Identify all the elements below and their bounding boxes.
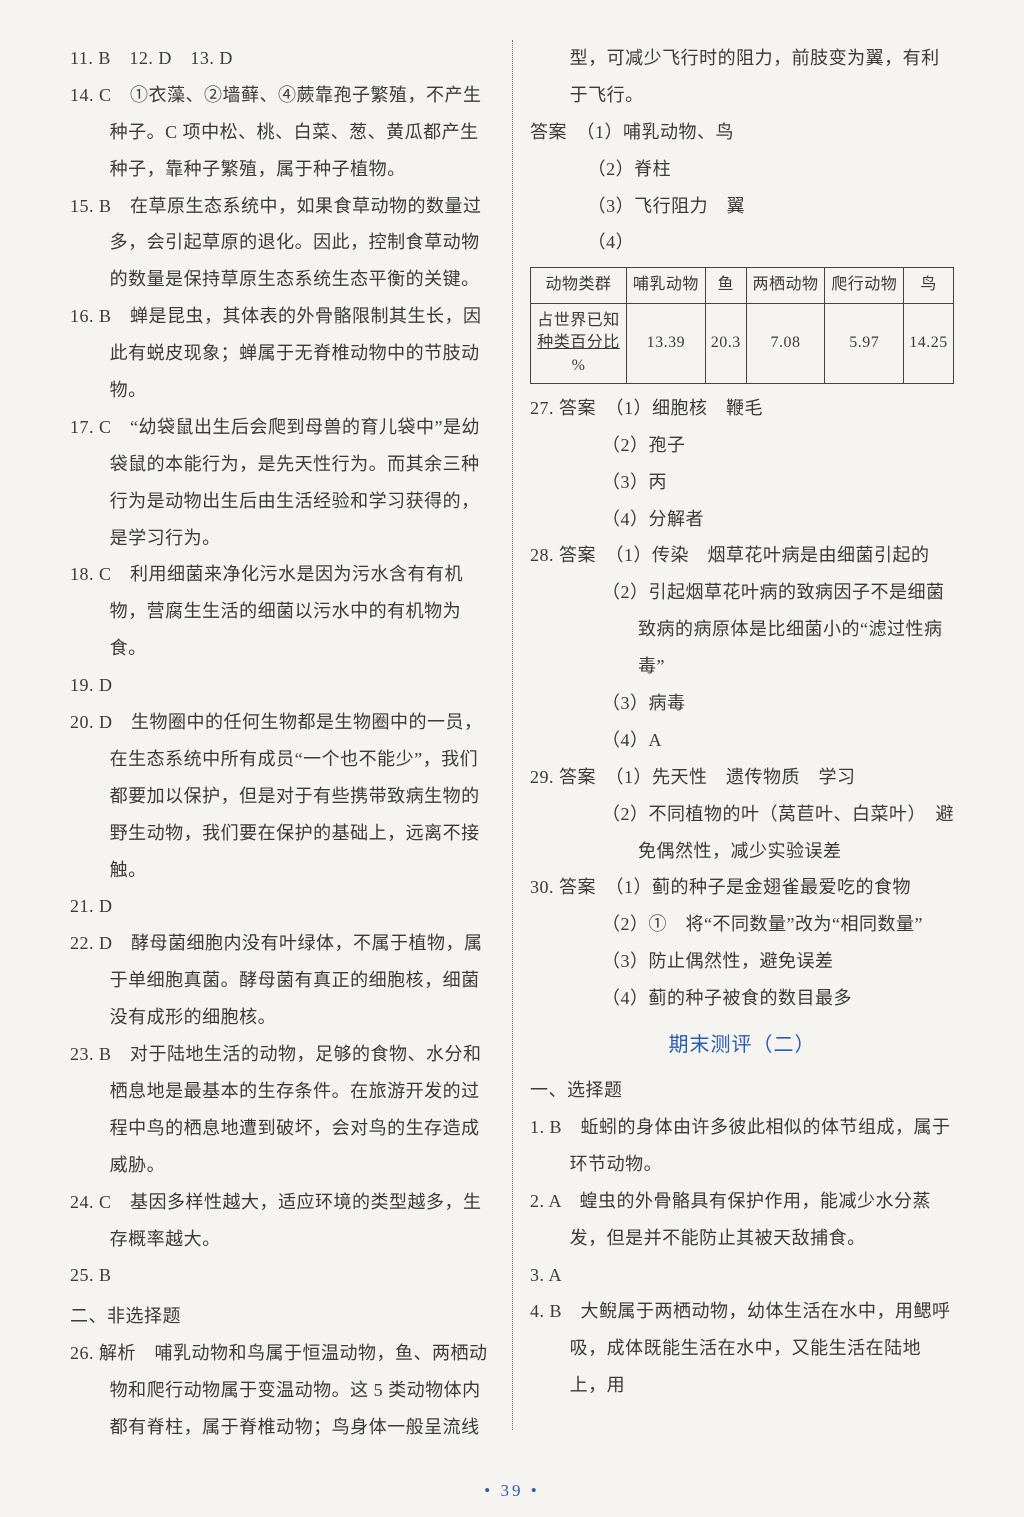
exam2-answer-3: 3. A bbox=[530, 1257, 954, 1294]
row-label-line1: 占世界已知 bbox=[535, 310, 622, 332]
column-divider bbox=[512, 40, 513, 1430]
table-header: 两栖动物 bbox=[746, 268, 825, 303]
answer-26-2: （2）脊柱 bbox=[530, 151, 954, 188]
answer-27: 27. 答案 （1）细胞核 鞭毛 bbox=[530, 390, 954, 427]
answer-29: 29. 答案 （1）先天性 遗传物质 学习 bbox=[530, 759, 954, 796]
table-cell: 14.25 bbox=[904, 303, 954, 383]
answer-21: 21. D bbox=[70, 888, 494, 925]
answer-28-4: （4）A bbox=[530, 722, 954, 759]
answer-22: 22. D 酵母菌细胞内没有叶绿体，不属于植物，属于单细胞真菌。酵母菌有真正的细… bbox=[70, 925, 494, 1036]
section-2-heading: 二、非选择题 bbox=[70, 1298, 494, 1335]
footer-dot-icon: • bbox=[531, 1481, 540, 1500]
table-row: 占世界已知 种类百分比 % 13.39 20.3 7.08 5.97 14.25 bbox=[531, 303, 954, 383]
answer-24: 24. C 基因多样性越大，适应环境的类型越多，生存概率越大。 bbox=[70, 1184, 494, 1258]
page-number: 39 bbox=[501, 1481, 524, 1500]
answer-23: 23. B 对于陆地生活的动物，足够的食物、水分和栖息地是最基本的生存条件。在旅… bbox=[70, 1036, 494, 1184]
exam2-answer-2: 2. A 蝗虫的外骨骼具有保护作用，能减少水分蒸发，但是并不能防止其被天敌捕食。 bbox=[530, 1183, 954, 1257]
answer-30-1: （1）蓟的种子是金翅雀最爱吃的食物 bbox=[615, 877, 912, 897]
answer-14: 14. C ①衣藻、②墙藓、④蕨靠孢子繁殖，不产生种子。C 项中松、桃、白菜、葱… bbox=[70, 77, 494, 188]
answer-27-1: （1）细胞核 鞭毛 bbox=[615, 398, 764, 418]
answer-11-13: 11. B 12. D 13. D bbox=[70, 40, 494, 77]
answer-29-1: （1）先天性 遗传物质 学习 bbox=[615, 767, 856, 787]
answer-26-3: （3）飞行阻力 翼 bbox=[530, 188, 954, 225]
answer-26: 26. 解析 哺乳动物和鸟属于恒温动物，鱼、两栖动物和爬行动物属于变温动物。这 … bbox=[70, 1335, 494, 1446]
answer-15: 15. B 在草原生态系统中，如果食草动物的数量过多，会引起草原的退化。因此，控… bbox=[70, 188, 494, 299]
answer-27-2: （2）孢子 bbox=[530, 427, 954, 464]
answer-26-answers: 答案 （1）哺乳动物、鸟 bbox=[530, 114, 954, 151]
answer-30-2: （2）① 将“不同数量”改为“相同数量” bbox=[530, 906, 954, 943]
table-cell: 20.3 bbox=[705, 303, 746, 383]
answer-25: 25. B bbox=[70, 1257, 494, 1294]
answer-29-head: 29. 答案 bbox=[530, 767, 596, 787]
table-header: 鸟 bbox=[904, 268, 954, 303]
answer-30: 30. 答案 （1）蓟的种子是金翅雀最爱吃的食物 bbox=[530, 869, 954, 906]
row-label-line3: % bbox=[535, 355, 622, 377]
answer-27-head: 27. 答案 bbox=[530, 398, 596, 418]
answer-17: 17. C “幼袋鼠出生后会爬到母兽的育儿袋中”是幼袋鼠的本能行为，是先天性行为… bbox=[70, 409, 494, 557]
answer-18: 18. C 利用细菌来净化污水是因为污水含有有机物，营腐生生活的细菌以污水中的有… bbox=[70, 556, 494, 667]
answer-27-3: （3）丙 bbox=[530, 464, 954, 501]
answer-27-4: （4）分解者 bbox=[530, 501, 954, 538]
page: 11. B 12. D 13. D 14. C ①衣藻、②墙藓、④蕨靠孢子繁殖，… bbox=[0, 0, 1024, 1517]
exam2-answer-1: 1. B 蚯蚓的身体由许多彼此相似的体节组成，属于环节动物。 bbox=[530, 1109, 954, 1183]
exam-2-title: 期末测评（二） bbox=[530, 1025, 954, 1066]
answer-30-4: （4）蓟的种子被食的数目最多 bbox=[530, 980, 954, 1017]
answer-29-2: （2）不同植物的叶（莴苣叶、白菜叶） 避免偶然性，减少实验误差 bbox=[530, 796, 954, 870]
row-label-line2: 种类百分比 bbox=[535, 332, 622, 354]
table-header: 鱼 bbox=[705, 268, 746, 303]
answer-26-1: （1）哺乳动物、鸟 bbox=[586, 122, 735, 142]
table-row-label: 占世界已知 种类百分比 % bbox=[531, 303, 627, 383]
answer-30-head: 30. 答案 bbox=[530, 877, 596, 897]
table-header: 哺乳动物 bbox=[627, 268, 706, 303]
answer-20: 20. D 生物圈中的任何生物都是生物圈中的一员，在生态系统中所有成员“一个也不… bbox=[70, 704, 494, 888]
answer-19: 19. D bbox=[70, 667, 494, 704]
answer-28-head: 28. 答案 bbox=[530, 545, 596, 565]
answer-28-2: （2）引起烟草花叶病的致病因子不是细菌 致病的病原体是比细菌小的“滤过性病毒” bbox=[530, 574, 954, 685]
table-cell: 13.39 bbox=[627, 303, 706, 383]
answer-28-1: （1）传染 烟草花叶病是由细菌引起的 bbox=[615, 545, 930, 565]
answer-label: 答案 bbox=[530, 122, 567, 142]
footer-dot-icon: • bbox=[484, 1481, 493, 1500]
answer-26-continued: 型，可减少飞行时的阻力，前肢变为翼，有利于飞行。 bbox=[530, 40, 954, 114]
table-cell: 5.97 bbox=[825, 303, 904, 383]
table-cell: 7.08 bbox=[746, 303, 825, 383]
answer-26-4: （4） bbox=[530, 224, 954, 261]
table-header: 爬行动物 bbox=[825, 268, 904, 303]
right-column: 型，可减少飞行时的阻力，前肢变为翼，有利于飞行。 答案 （1）哺乳动物、鸟 （2… bbox=[512, 40, 954, 1430]
animal-percentage-table: 动物类群 哺乳动物 鱼 两栖动物 爬行动物 鸟 占世界已知 种类百分比 % bbox=[530, 267, 954, 384]
answer-28-3: （3）病毒 bbox=[530, 685, 954, 722]
animal-table-wrap: 动物类群 哺乳动物 鱼 两栖动物 爬行动物 鸟 占世界已知 种类百分比 % bbox=[530, 261, 954, 390]
page-footer: • 39 • bbox=[0, 1481, 1024, 1501]
answer-28: 28. 答案 （1）传染 烟草花叶病是由细菌引起的 bbox=[530, 537, 954, 574]
table-header-row: 动物类群 哺乳动物 鱼 两栖动物 爬行动物 鸟 bbox=[531, 268, 954, 303]
left-column: 11. B 12. D 13. D 14. C ①衣藻、②墙藓、④蕨靠孢子繁殖，… bbox=[70, 40, 512, 1430]
exam2-answer-4: 4. B 大鲵属于两栖动物，幼体生活在水中，用鳃呼吸，成体既能生活在水中，又能生… bbox=[530, 1293, 954, 1404]
answer-16: 16. B 蝉是昆虫，其体表的外骨骼限制其生长，因此有蜕皮现象；蝉属于无脊椎动物… bbox=[70, 298, 494, 409]
answer-30-3: （3）防止偶然性，避免误差 bbox=[530, 943, 954, 980]
section-1-heading: 一、选择题 bbox=[530, 1072, 954, 1109]
table-header: 动物类群 bbox=[531, 268, 627, 303]
